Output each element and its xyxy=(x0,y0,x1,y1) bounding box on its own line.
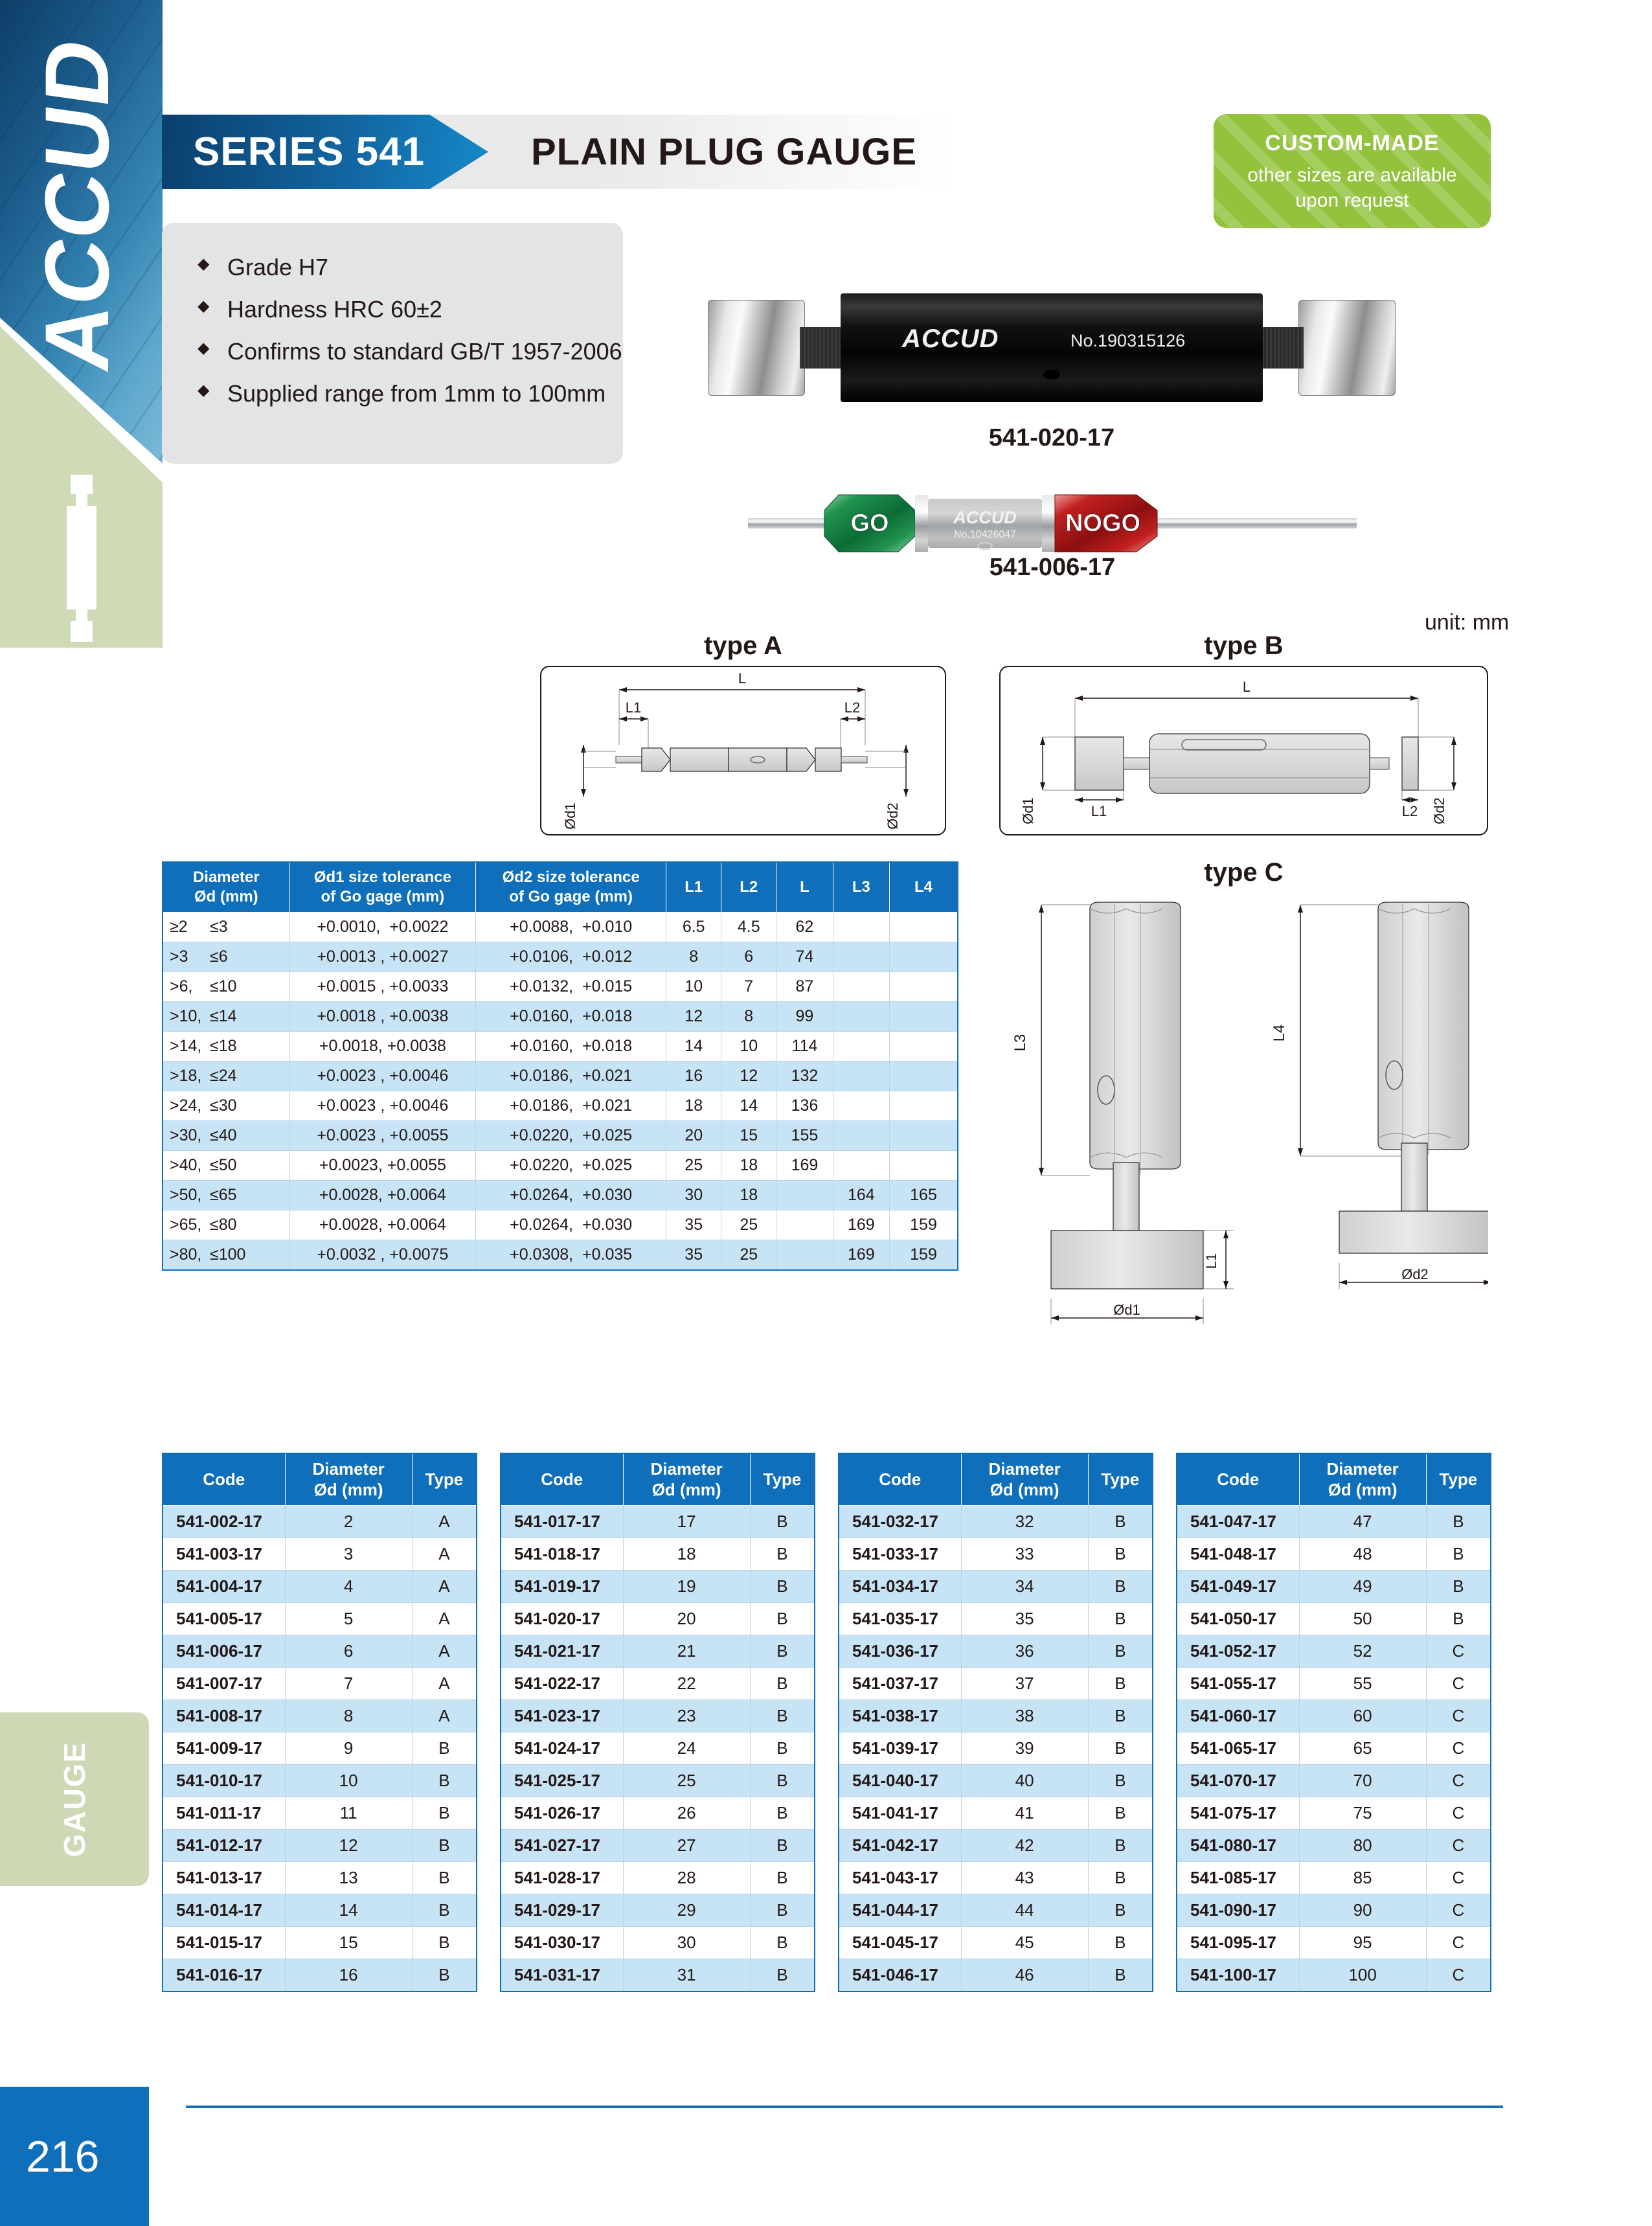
svg-text:L1: L1 xyxy=(626,699,641,716)
svg-text:L1: L1 xyxy=(1203,1253,1219,1269)
svg-text:ACCUD: ACCUD xyxy=(953,508,1017,527)
svg-text:GO: GO xyxy=(850,510,888,537)
svg-text:Ød2: Ød2 xyxy=(1401,1266,1429,1282)
svg-text:Ød2: Ød2 xyxy=(885,802,901,830)
svg-text:L4: L4 xyxy=(1271,1025,1288,1042)
svg-text:Ød1: Ød1 xyxy=(562,802,578,830)
svg-text:L3: L3 xyxy=(1012,1034,1029,1052)
svg-text:Ød1: Ød1 xyxy=(1020,797,1036,824)
svg-text:L: L xyxy=(1243,679,1250,695)
svg-text:Ød1: Ød1 xyxy=(1113,1302,1140,1318)
svg-text:L1: L1 xyxy=(1091,803,1107,819)
svg-text:L2: L2 xyxy=(1402,803,1418,819)
svg-text:No.10426047: No.10426047 xyxy=(954,529,1016,540)
svg-text:L: L xyxy=(738,670,746,687)
svg-text:NOGO: NOGO xyxy=(1065,510,1140,537)
svg-text:L2: L2 xyxy=(844,699,860,716)
svg-text:Ød2: Ød2 xyxy=(1431,797,1447,824)
